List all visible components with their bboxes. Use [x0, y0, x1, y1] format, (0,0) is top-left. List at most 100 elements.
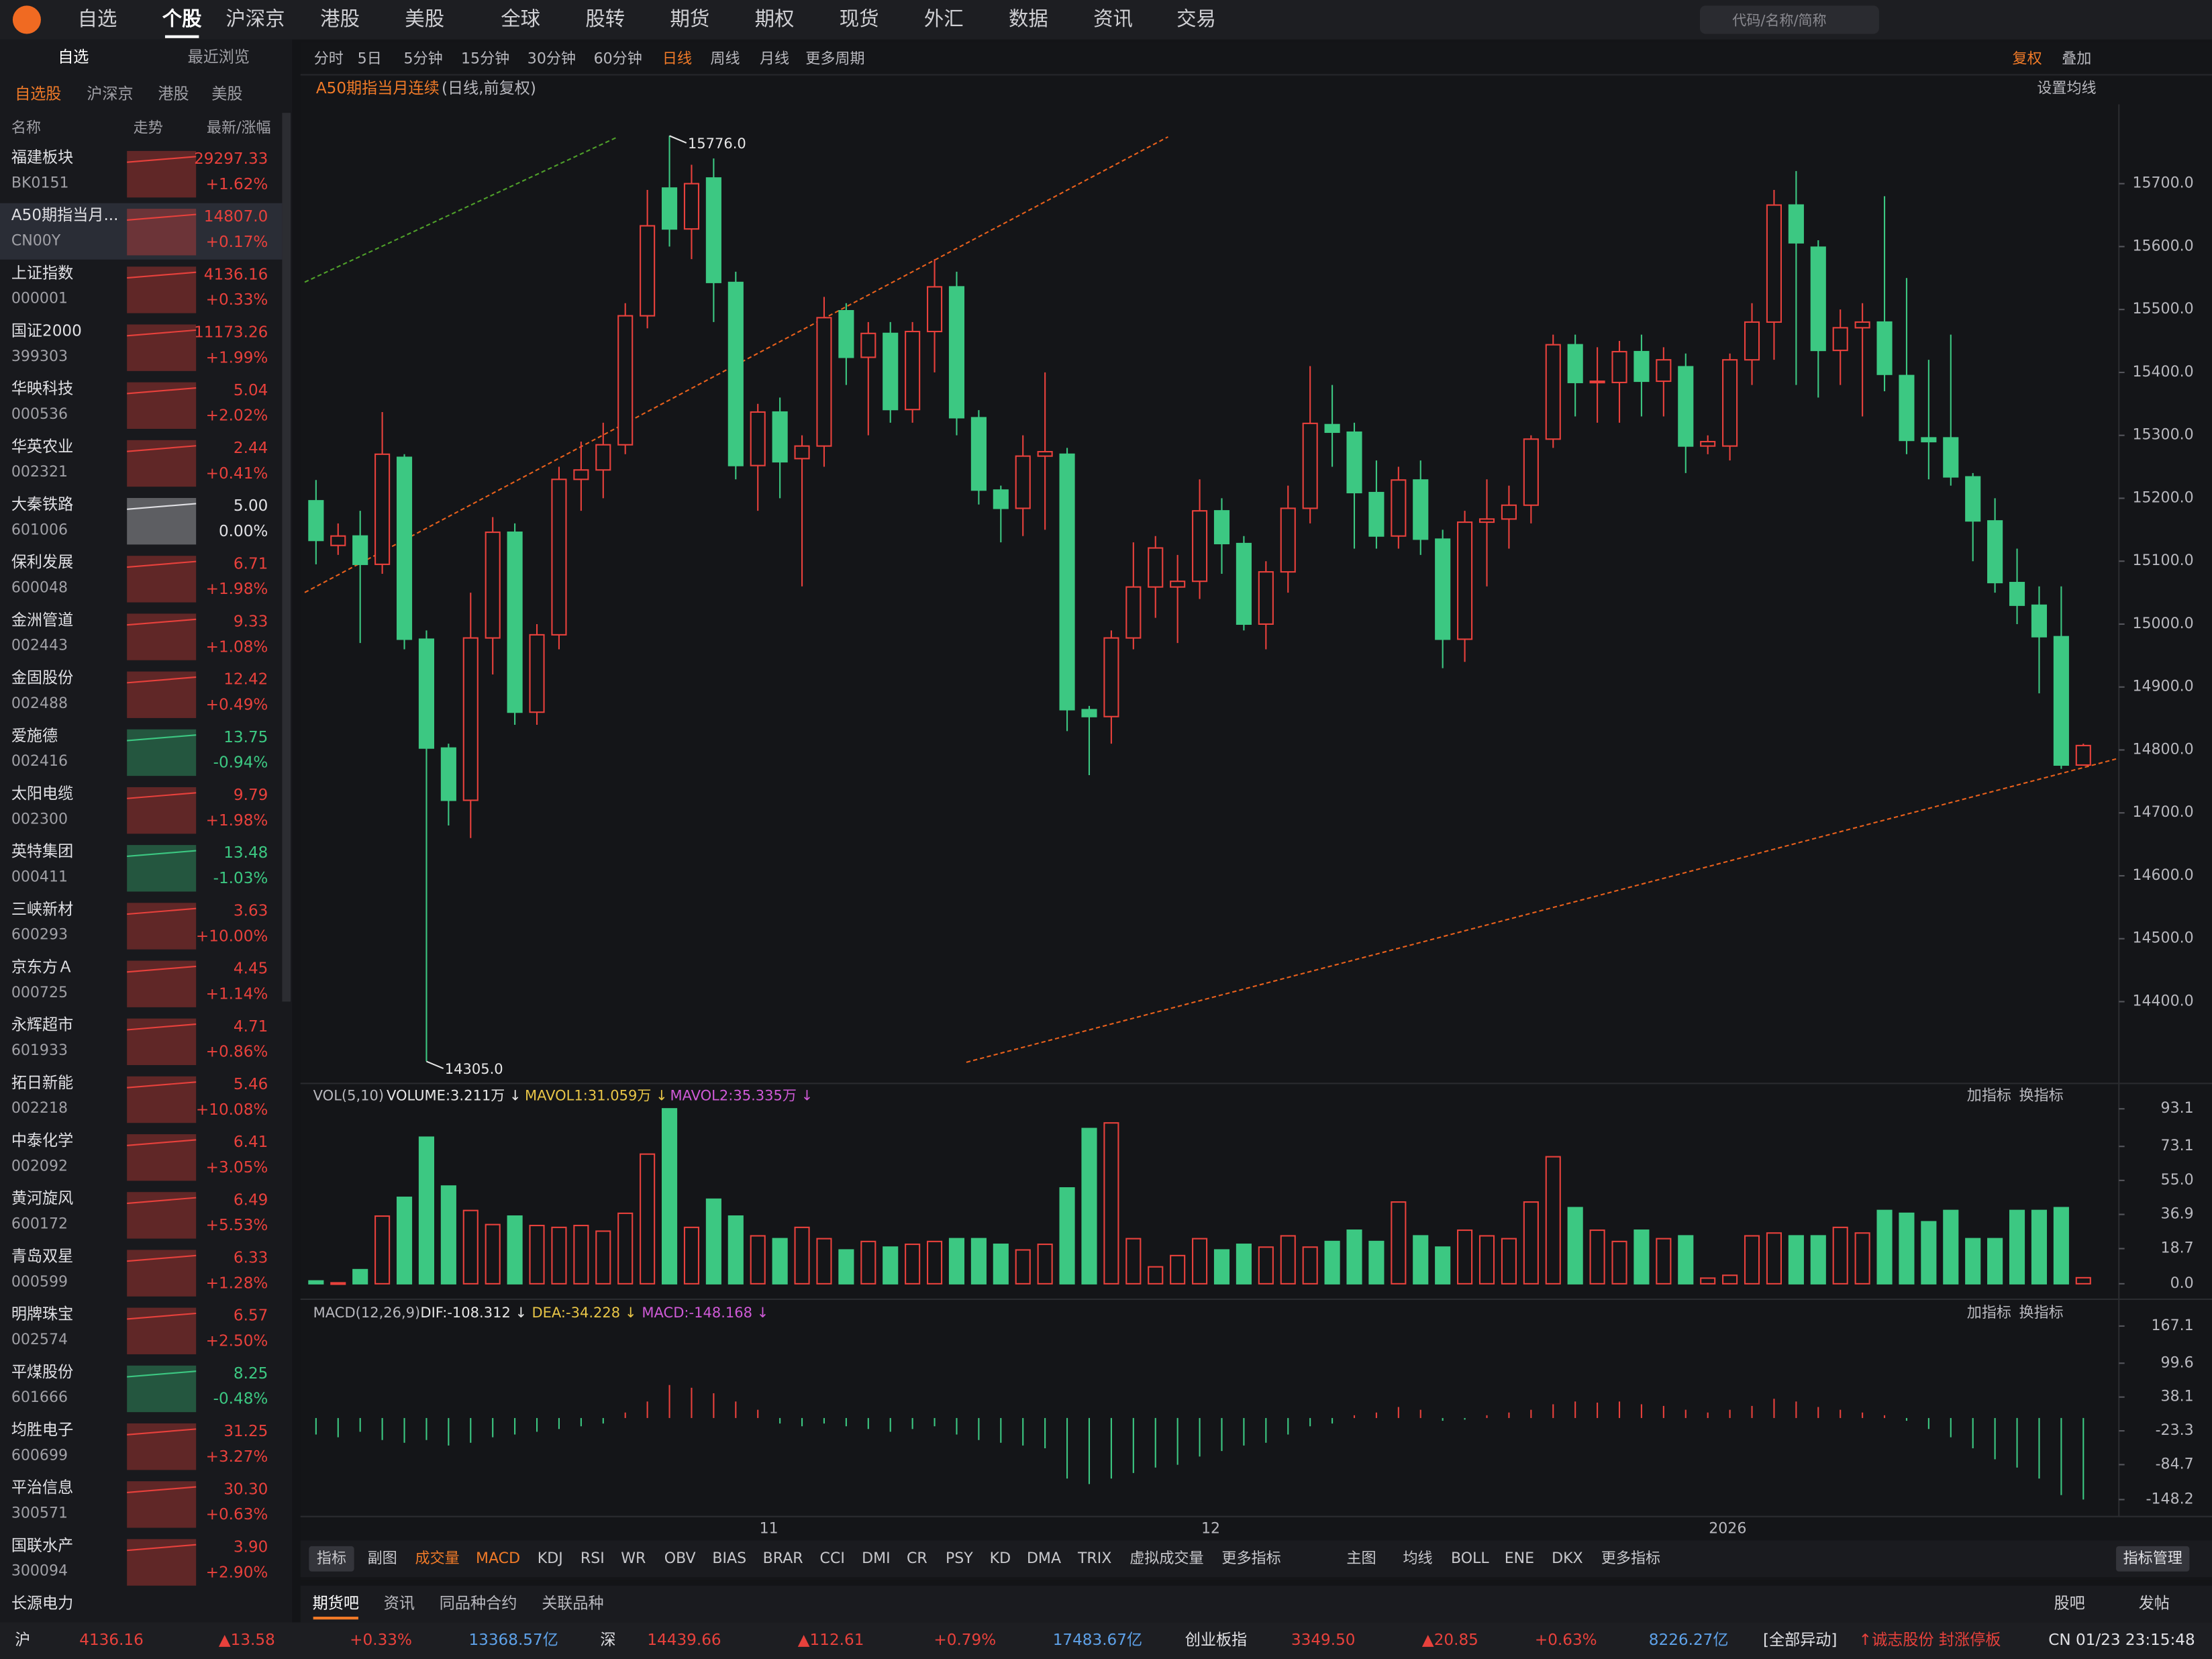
indicator-button[interactable]: ENE [1505, 1550, 1534, 1567]
indicator-button[interactable]: DMA [1027, 1550, 1061, 1567]
candle-body [860, 332, 876, 358]
bottom-tab[interactable]: 股吧 [2054, 1595, 2085, 1613]
candle-body [883, 332, 899, 411]
candle-body [1302, 422, 1318, 509]
volume-bar [1700, 1277, 1716, 1285]
indicator-button[interactable]: RSI [581, 1550, 605, 1567]
stock-change: +0.86% [206, 1044, 268, 1061]
period-button[interactable]: 周线 [710, 50, 740, 67]
indicator-button[interactable]: WR [621, 1550, 646, 1567]
period-button[interactable]: 5分钟 [404, 50, 443, 67]
annotation-pointer [669, 135, 687, 144]
status-item: ▲20.85 [1422, 1631, 1478, 1649]
stock-change: +10.00% [196, 927, 268, 945]
indicator-button[interactable]: MACD [476, 1550, 520, 1567]
volume-bar [374, 1215, 391, 1285]
indicator-button[interactable]: OBV [664, 1550, 696, 1567]
volume-bar [551, 1226, 567, 1285]
period-button[interactable]: 15分钟 [461, 50, 509, 67]
stock-code: 002218 [11, 1100, 68, 1117]
status-item: 17483.67亿 [1053, 1631, 1142, 1649]
sparkline-edge [127, 1081, 197, 1089]
period-button[interactable]: 30分钟 [527, 50, 576, 67]
indicator-button[interactable]: BOLL [1451, 1550, 1489, 1567]
panel-button[interactable]: 换指标 [2019, 1087, 2064, 1104]
stock-name: 永辉超市 [11, 1017, 73, 1034]
panel-button[interactable]: 换指标 [2019, 1305, 2064, 1321]
indicator-button[interactable]: TRIX [1077, 1550, 1111, 1567]
annotation-label: 15776.0 [688, 135, 746, 152]
chart-title: A50期指当月连续 [316, 80, 440, 97]
nav-item: 交易 [1176, 7, 1216, 30]
indicator-button[interactable]: BRAR [763, 1550, 803, 1567]
indicator-button[interactable]: 虚拟成交量 [1129, 1550, 1203, 1567]
stock-code: 300094 [11, 1563, 68, 1580]
indicator-button[interactable]: 主图 [1346, 1550, 1376, 1567]
bottom-tab[interactable]: 发帖 [2139, 1595, 2170, 1613]
period-button[interactable]: 日线 [662, 50, 692, 67]
nav-item: 全球 [501, 7, 540, 30]
indicator-button[interactable]: BIAS [712, 1550, 746, 1567]
period-button[interactable]: 月线 [760, 50, 789, 67]
ma-setting[interactable]: 设置均线 [2037, 80, 2096, 97]
y-tick-label: 36.9 [2161, 1206, 2194, 1223]
indicator-button[interactable]: 均线 [1403, 1550, 1432, 1567]
status-item: +0.33% [350, 1631, 412, 1649]
candle-body [1987, 520, 2003, 584]
toolbar-button[interactable]: 叠加 [2062, 50, 2091, 67]
stock-code: 000411 [11, 868, 68, 885]
y-tick-label: 15200.0 [2132, 489, 2193, 506]
indicator-legend: DIF:-108.312 ↓ [420, 1304, 527, 1321]
candle-body [595, 444, 611, 471]
indicator-button[interactable]: 更多指标 [1221, 1550, 1280, 1567]
stock-price: 9.79 [234, 787, 268, 804]
bottom-tab[interactable]: 同品种合约 [440, 1595, 517, 1613]
stock-name: 青岛双星 [11, 1248, 73, 1265]
panel-button[interactable]: 加指标 [1967, 1305, 2011, 1321]
panel-button[interactable]: 加指标 [1967, 1087, 2011, 1104]
indicator-manage[interactable]: 指标管理 [2123, 1550, 2182, 1567]
stock-change: +1.28% [206, 1274, 268, 1292]
indicator-button[interactable]: KD [990, 1550, 1011, 1567]
toolbar-button[interactable]: 复权 [2013, 50, 2042, 67]
stock-change: +10.08% [196, 1101, 268, 1119]
volume-bar [1832, 1226, 1848, 1285]
indicator-button[interactable]: 指标 [317, 1550, 346, 1567]
stock-price: 12.42 [223, 671, 268, 689]
indicator-button[interactable]: 成交量 [415, 1550, 460, 1567]
volume-bar [418, 1136, 435, 1285]
indicator-button[interactable]: 副图 [368, 1550, 397, 1567]
volume-bar [1678, 1235, 1694, 1285]
period-button[interactable]: 5日 [358, 50, 382, 67]
status-item: ↑诚志股份 封涨停板 [1859, 1631, 2001, 1649]
status-item: 沪 [15, 1631, 30, 1649]
volume-bar [640, 1153, 656, 1285]
sparkline-edge [127, 792, 197, 799]
candle-body [1391, 479, 1407, 537]
volume-bar [1987, 1238, 2003, 1285]
stock-change: -0.48% [213, 1391, 268, 1408]
candle-body [727, 281, 744, 466]
bottom-tab[interactable]: 期货吧 [313, 1595, 359, 1613]
period-button[interactable]: 更多周期 [805, 50, 864, 67]
bottom-tab[interactable]: 关联品种 [542, 1595, 603, 1613]
bottom-tab[interactable]: 资讯 [384, 1595, 415, 1613]
y-tick-label: 18.7 [2161, 1240, 2194, 1257]
indicator-button[interactable]: DMI [862, 1550, 891, 1567]
indicator-button[interactable]: CCI [820, 1550, 845, 1567]
candle-body [1103, 637, 1119, 717]
candle-body [1633, 350, 1650, 383]
candle-body [1700, 441, 1716, 447]
indicator-button[interactable]: 更多指标 [1601, 1550, 1660, 1567]
period-button[interactable]: 60分钟 [594, 50, 642, 67]
indicator-button[interactable]: DKX [1552, 1550, 1583, 1567]
indicator-button[interactable]: CR [907, 1550, 927, 1567]
indicator-button[interactable]: PSY [946, 1550, 973, 1567]
sparkline-edge [127, 1254, 197, 1262]
stock-price: 3.90 [234, 1538, 268, 1556]
indicator-button[interactable]: KDJ [538, 1550, 563, 1567]
status-item: 创业板指 [1185, 1631, 1247, 1649]
search-box[interactable] [1699, 5, 1879, 34]
period-button[interactable]: 分时 [314, 50, 344, 67]
volume-bar [727, 1215, 744, 1285]
